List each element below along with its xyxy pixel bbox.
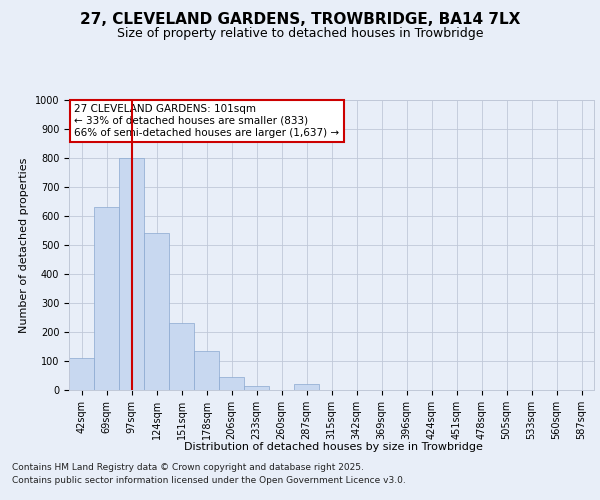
Bar xyxy=(119,158,144,390)
Text: 27, CLEVELAND GARDENS, TROWBRIDGE, BA14 7LX: 27, CLEVELAND GARDENS, TROWBRIDGE, BA14 … xyxy=(80,12,520,28)
Bar xyxy=(219,377,244,390)
Bar xyxy=(244,386,269,390)
Y-axis label: Number of detached properties: Number of detached properties xyxy=(19,158,29,332)
Bar xyxy=(194,351,219,390)
Bar xyxy=(144,234,169,390)
Text: Contains HM Land Registry data © Crown copyright and database right 2025.: Contains HM Land Registry data © Crown c… xyxy=(12,464,364,472)
Bar xyxy=(294,384,319,390)
Text: Distribution of detached houses by size in Trowbridge: Distribution of detached houses by size … xyxy=(184,442,482,452)
Text: Size of property relative to detached houses in Trowbridge: Size of property relative to detached ho… xyxy=(117,28,483,40)
Text: 27 CLEVELAND GARDENS: 101sqm
← 33% of detached houses are smaller (833)
66% of s: 27 CLEVELAND GARDENS: 101sqm ← 33% of de… xyxy=(74,104,340,138)
Bar xyxy=(69,358,94,390)
Bar xyxy=(94,208,119,390)
Bar xyxy=(169,324,194,390)
Text: Contains public sector information licensed under the Open Government Licence v3: Contains public sector information licen… xyxy=(12,476,406,485)
